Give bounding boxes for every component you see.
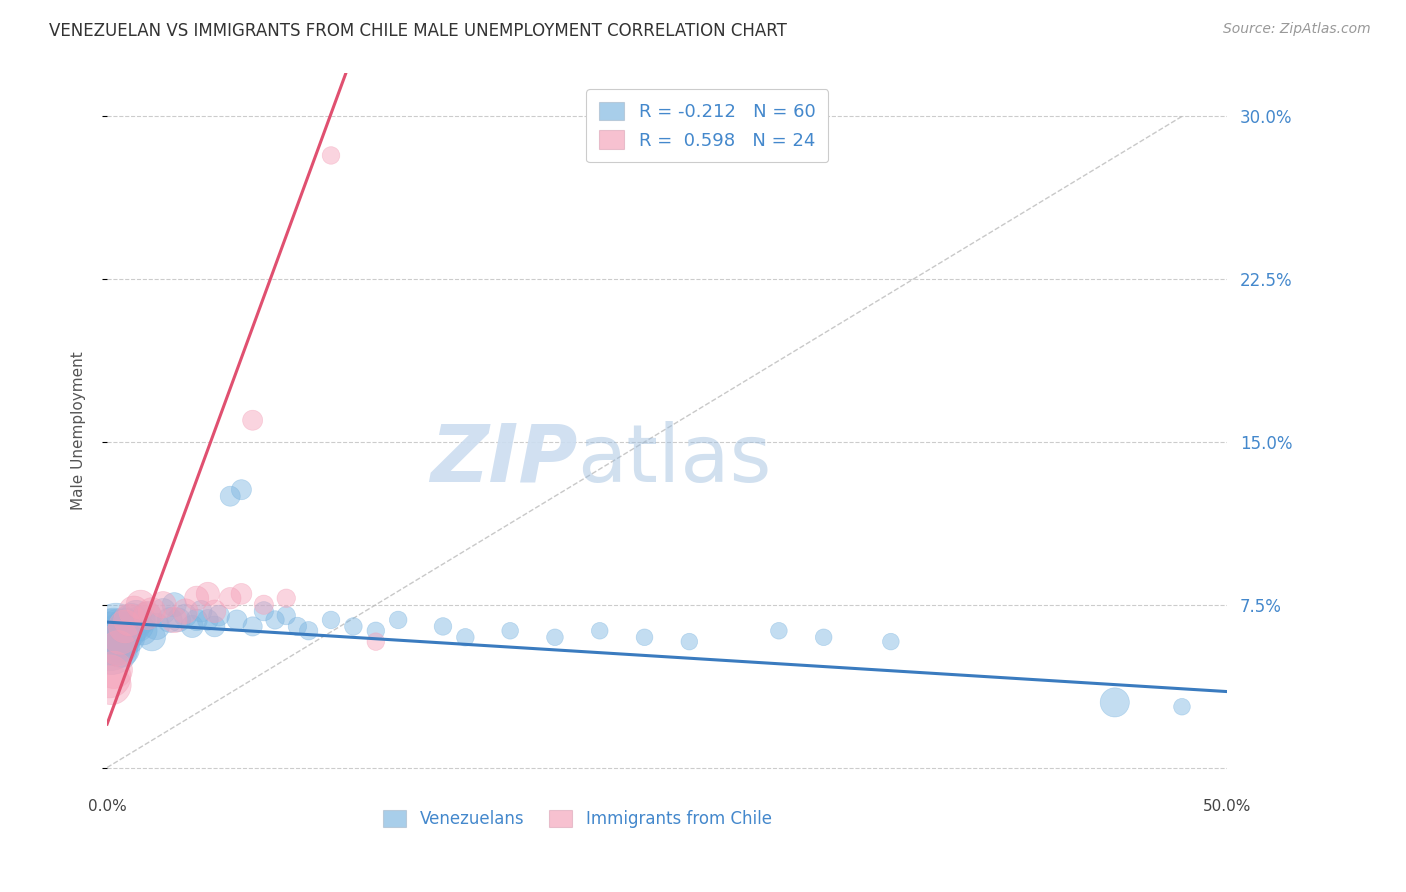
Point [231, 483, 253, 497]
Point [118, 613, 141, 627]
Point [163, 613, 186, 627]
Point [129, 613, 152, 627]
Point [105, 630, 128, 644]
Text: Source: ZipAtlas.com: Source: ZipAtlas.com [1223, 22, 1371, 37]
Point [100, 678, 122, 692]
Point [174, 608, 197, 623]
Point [589, 624, 612, 638]
Point [163, 598, 186, 612]
Point [499, 624, 522, 638]
Point [174, 604, 197, 618]
Point [105, 619, 128, 633]
Point [276, 591, 298, 606]
Point [1171, 699, 1194, 714]
Point [319, 613, 342, 627]
Y-axis label: Male Unemployment: Male Unemployment [72, 351, 86, 510]
Point [98, 669, 121, 683]
Point [129, 598, 152, 612]
Point [197, 587, 219, 601]
Point [115, 630, 138, 644]
Point [110, 641, 132, 656]
Point [253, 598, 276, 612]
Point [190, 604, 212, 618]
Point [107, 634, 129, 648]
Point [364, 634, 387, 648]
Point [110, 630, 132, 644]
Point [219, 489, 242, 503]
Point [253, 604, 276, 618]
Point [111, 630, 134, 644]
Point [121, 613, 143, 627]
Point [197, 613, 219, 627]
Point [432, 619, 454, 633]
Point [678, 634, 700, 648]
Point [125, 608, 148, 623]
Point [107, 641, 129, 656]
Point [264, 613, 287, 627]
Point [145, 619, 167, 633]
Point [98, 634, 121, 648]
Point [100, 630, 122, 644]
Point [127, 619, 149, 633]
Point [633, 630, 655, 644]
Point [103, 634, 125, 648]
Point [208, 608, 231, 623]
Point [231, 587, 253, 601]
Text: ZIP: ZIP [430, 421, 578, 499]
Point [136, 608, 159, 623]
Point [103, 626, 125, 640]
Point [122, 604, 145, 618]
Point [544, 630, 567, 644]
Point [813, 630, 835, 644]
Point [152, 604, 174, 618]
Point [204, 619, 226, 633]
Point [319, 148, 342, 162]
Point [167, 613, 190, 627]
Legend: Venezuelans, Immigrants from Chile: Venezuelans, Immigrants from Chile [377, 803, 779, 835]
Point [226, 613, 249, 627]
Point [219, 591, 242, 606]
Point [242, 619, 264, 633]
Point [152, 598, 174, 612]
Point [118, 624, 141, 638]
Point [181, 619, 204, 633]
Point [242, 413, 264, 427]
Point [114, 619, 136, 633]
Point [768, 624, 790, 638]
Point [103, 663, 125, 677]
Point [287, 619, 309, 633]
Point [186, 613, 208, 627]
Point [1104, 695, 1126, 709]
Point [132, 624, 155, 638]
Text: VENEZUELAN VS IMMIGRANTS FROM CHILE MALE UNEMPLOYMENT CORRELATION CHART: VENEZUELAN VS IMMIGRANTS FROM CHILE MALE… [49, 22, 787, 40]
Point [110, 626, 132, 640]
Point [387, 613, 409, 627]
Point [159, 613, 181, 627]
Point [114, 619, 136, 633]
Point [276, 608, 298, 623]
Point [107, 624, 129, 638]
Point [880, 634, 903, 648]
Point [100, 641, 122, 656]
Point [136, 608, 159, 623]
Point [204, 604, 226, 618]
Point [122, 619, 145, 633]
Point [186, 591, 208, 606]
Point [364, 624, 387, 638]
Point [342, 619, 364, 633]
Point [141, 604, 163, 618]
Point [454, 630, 477, 644]
Point [141, 630, 163, 644]
Point [298, 624, 321, 638]
Text: atlas: atlas [578, 421, 772, 499]
